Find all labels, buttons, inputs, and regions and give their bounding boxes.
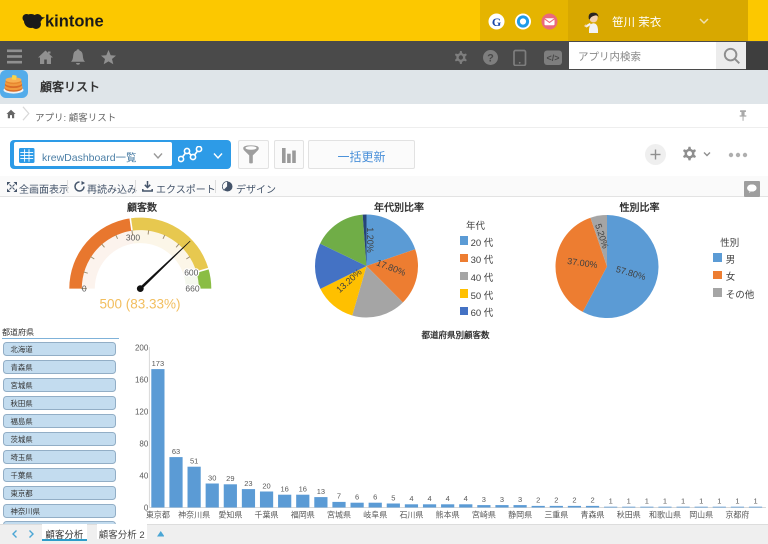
svg-text:岐阜県: 岐阜県	[363, 509, 387, 519]
svg-text:6: 6	[355, 493, 359, 502]
svg-text:500 (83.33%): 500 (83.33%)	[99, 297, 180, 312]
svg-text:1: 1	[753, 497, 757, 506]
svg-text:3: 3	[500, 495, 504, 504]
svg-text:160: 160	[135, 375, 149, 384]
svg-text:kintone: kintone	[45, 13, 104, 31]
svg-text:1: 1	[717, 497, 721, 506]
svg-text:40: 40	[139, 471, 148, 480]
svg-text:性別比率: 性別比率	[619, 201, 660, 214]
svg-text:年代別比率: 年代別比率	[374, 201, 424, 214]
svg-text:</>: </>	[546, 53, 559, 63]
svg-text:熊本県: 熊本県	[436, 509, 460, 519]
svg-text:23: 23	[244, 479, 252, 488]
svg-text:4: 4	[427, 494, 431, 503]
svg-text:京都府: 京都府	[725, 509, 749, 519]
svg-text:200: 200	[135, 343, 149, 352]
svg-text:7: 7	[337, 492, 341, 501]
svg-text:神奈川県: 神奈川県	[178, 509, 210, 519]
svg-text:2: 2	[536, 496, 540, 505]
svg-text:300: 300	[126, 233, 140, 243]
svg-text:3: 3	[482, 495, 486, 504]
svg-text:宮城県: 宮城県	[327, 509, 351, 519]
svg-text:秋田県: 秋田県	[617, 509, 641, 519]
svg-text:20: 20	[262, 481, 270, 490]
svg-text:0: 0	[144, 503, 149, 512]
svg-text:1: 1	[663, 497, 667, 506]
svg-text:37.00%: 37.00%	[567, 256, 599, 270]
svg-text:6: 6	[373, 493, 377, 502]
svg-text:三重県: 三重県	[544, 509, 568, 519]
svg-text:宮崎県: 宮崎県	[472, 509, 496, 519]
svg-text:1: 1	[627, 497, 631, 506]
svg-text:青森県: 青森県	[581, 509, 605, 519]
svg-text:600: 600	[184, 268, 198, 278]
svg-text:2: 2	[554, 496, 558, 505]
svg-text:30: 30	[208, 473, 216, 482]
svg-text:都道府県別顧客数: 都道府県別顧客数	[420, 330, 490, 340]
svg-text:1: 1	[699, 497, 703, 506]
svg-text:29: 29	[226, 474, 234, 483]
svg-text:4: 4	[464, 494, 468, 503]
svg-text:4: 4	[446, 494, 450, 503]
svg-text:660: 660	[185, 284, 199, 294]
svg-text:岡山県: 岡山県	[689, 509, 713, 519]
svg-text:1: 1	[735, 497, 739, 506]
svg-text:2: 2	[572, 496, 576, 505]
svg-text:1: 1	[645, 497, 649, 506]
svg-text:173: 173	[152, 359, 165, 368]
svg-text:1: 1	[681, 497, 685, 506]
svg-text:千葉県: 千葉県	[255, 509, 279, 519]
svg-text:4: 4	[409, 494, 413, 503]
svg-text:16: 16	[280, 485, 288, 494]
svg-text:80: 80	[139, 439, 148, 448]
svg-text:16: 16	[299, 485, 307, 494]
svg-text:1: 1	[609, 497, 613, 506]
svg-text:東京都: 東京都	[146, 509, 170, 519]
svg-text:G: G	[492, 15, 501, 29]
svg-text:顧客数: 顧客数	[127, 201, 158, 214]
svg-text:愛知県: 愛知県	[218, 509, 242, 519]
svg-text:5: 5	[391, 493, 395, 502]
svg-text:13: 13	[317, 487, 325, 496]
svg-text:和歌山県: 和歌山県	[649, 509, 681, 519]
svg-text:1.20%: 1.20%	[365, 227, 375, 253]
svg-text:51: 51	[190, 457, 198, 466]
svg-text:?: ?	[487, 53, 494, 65]
svg-text:石川県: 石川県	[399, 510, 423, 519]
svg-text:2: 2	[590, 496, 594, 505]
svg-text:0: 0	[82, 284, 87, 294]
svg-text:静岡県: 静岡県	[508, 509, 532, 519]
svg-text:3: 3	[518, 495, 522, 504]
svg-text:63: 63	[172, 447, 180, 456]
svg-text:120: 120	[135, 407, 149, 416]
svg-text:福岡県: 福岡県	[291, 510, 315, 519]
